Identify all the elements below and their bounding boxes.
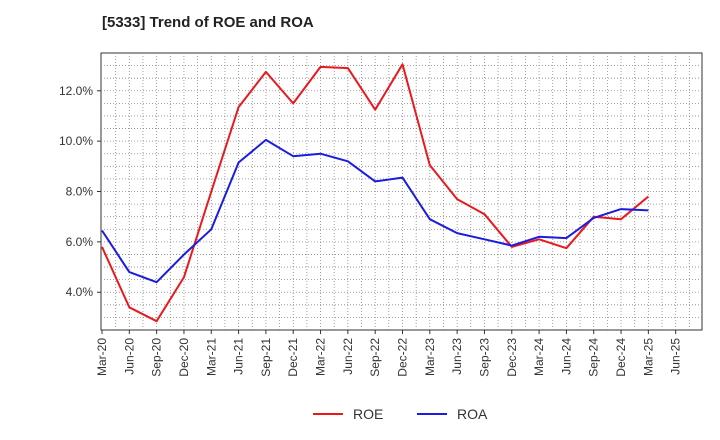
y-tick-label: 10.0% bbox=[59, 134, 93, 148]
x-tick-label: Mar-21 bbox=[204, 338, 218, 376]
x-tick-label: Jun-23 bbox=[450, 338, 464, 375]
x-tick-label: Jun-22 bbox=[341, 338, 355, 375]
x-tick-label: Dec-24 bbox=[614, 338, 628, 377]
x-tick-label: Jun-21 bbox=[232, 338, 246, 375]
chart-title: [5333] Trend of ROE and ROA bbox=[102, 14, 314, 31]
x-tick-label: Mar-20 bbox=[95, 338, 109, 376]
x-tick-label: Mar-22 bbox=[314, 338, 328, 376]
legend: ROE ROA bbox=[313, 406, 488, 422]
legend-label-roa: ROA bbox=[457, 406, 488, 422]
x-tick-label: Dec-20 bbox=[177, 338, 191, 377]
x-tick-label: Dec-21 bbox=[286, 338, 300, 377]
x-tick-label: Jun-25 bbox=[669, 338, 683, 375]
series-line-roe bbox=[101, 63, 650, 323]
x-tick-label: Sep-21 bbox=[259, 338, 273, 377]
x-tick-label: Sep-24 bbox=[587, 338, 601, 377]
y-tick-label: 4.0% bbox=[66, 285, 94, 299]
x-tick-label: Dec-22 bbox=[396, 338, 410, 377]
x-tick-label: Sep-23 bbox=[477, 338, 491, 377]
y-tick-label: 6.0% bbox=[66, 235, 94, 249]
y-tick-label: 12.0% bbox=[59, 84, 93, 98]
x-tick-label: Dec-23 bbox=[505, 338, 519, 377]
y-axis-ticks: 4.0% 6.0% 8.0% 10.0% 12.0% bbox=[59, 84, 101, 299]
x-tick-label: Mar-25 bbox=[641, 338, 655, 376]
x-tick-label: Sep-22 bbox=[368, 338, 382, 377]
x-tick-label: Jun-20 bbox=[122, 338, 136, 375]
x-tick-label: Sep-20 bbox=[150, 338, 164, 377]
legend-label-roe: ROE bbox=[353, 406, 383, 422]
x-tick-label: Jun-24 bbox=[559, 338, 573, 375]
x-tick-label: Mar-23 bbox=[423, 338, 437, 376]
x-tick-label: Mar-24 bbox=[532, 338, 546, 376]
grid-lines bbox=[101, 53, 702, 330]
y-tick-label: 8.0% bbox=[66, 185, 94, 199]
series-lines bbox=[101, 63, 650, 323]
x-axis-ticks: Mar-20 Jun-20 Sep-20 Dec-20 Mar-21 Jun-21 Sep-… bbox=[95, 330, 683, 377]
series-line-roa bbox=[101, 138, 649, 284]
